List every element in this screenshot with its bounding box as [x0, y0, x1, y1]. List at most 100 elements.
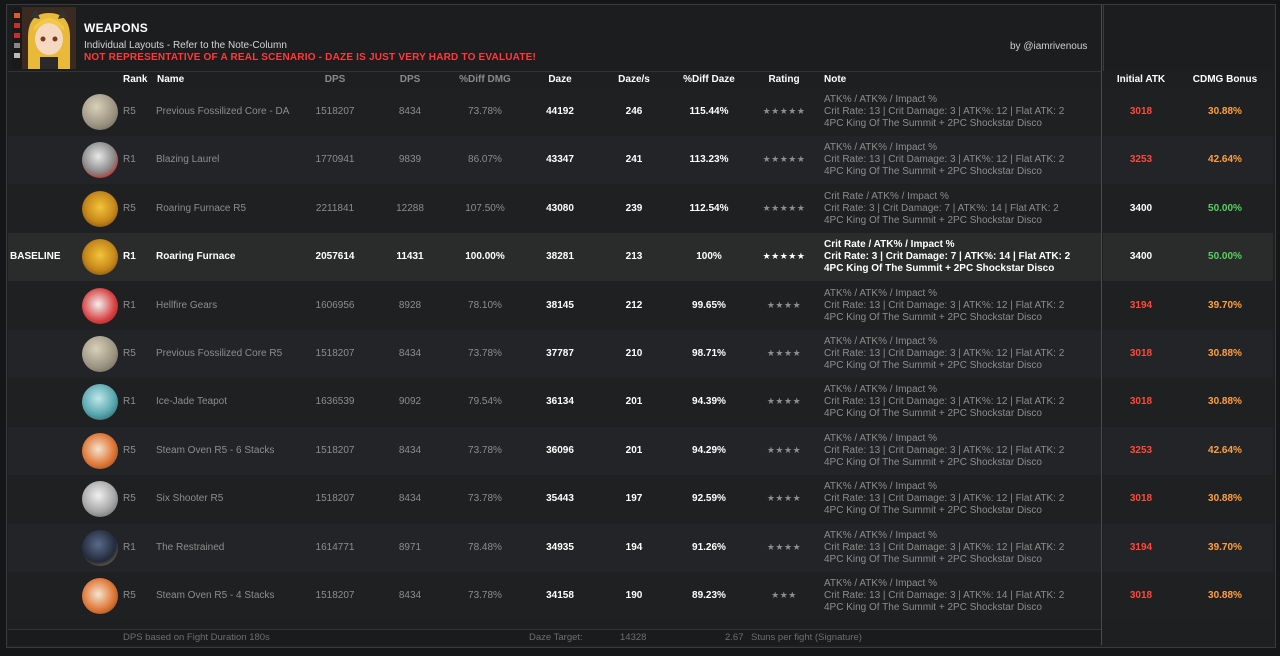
table-row[interactable]: R1 Hellfire Gears 1606956 8928 78.10% 38145 21…: [8, 282, 1101, 330]
cdmg-bonus-cell: 39.70%: [1208, 300, 1242, 311]
table-row[interactable]: R5 Previous Fossilized Core R5 1518207 8434…: [8, 330, 1101, 378]
weapon-name: The Restrained: [156, 542, 225, 553]
col-rating-header[interactable]: Rating: [768, 74, 800, 85]
table-row[interactable]: R5 Six Shooter R5 1518207 8434 73.78% 35443 19…: [8, 475, 1101, 523]
note-disc-set: 4PC King Of The Summit + 2PC Shockstar D…: [824, 360, 1042, 371]
rank-cell: R5: [123, 106, 136, 117]
stats-row: 3194 39.70%: [1103, 282, 1273, 330]
table-row[interactable]: R5 Roaring Furnace R5 2211841 12288 107.50% 4…: [8, 185, 1101, 233]
cdmg-bonus-cell: 30.88%: [1208, 348, 1242, 359]
cdmg-bonus-cell: 42.64%: [1208, 154, 1242, 165]
note-disc-set: 4PC King Of The Summit + 2PC Shockstar D…: [824, 166, 1042, 177]
rating-stars: ★★★: [771, 590, 797, 600]
col-initial-atk-header[interactable]: Initial ATK: [1116, 74, 1166, 85]
diff-daze-cell: 92.59%: [692, 493, 726, 504]
table-row[interactable]: BASELINE R1 Roaring Furnace 2057614 11431 100…: [8, 233, 1101, 281]
rank-cell: R5: [123, 348, 136, 359]
note-cell: ATK% / ATK% / Impact % Crit Rate: 13 | Cr…: [824, 578, 1064, 614]
note-main-stats: ATK% / ATK% / Impact %: [824, 288, 937, 299]
note-disc-set: 4PC King Of The Summit + 2PC Shockstar D…: [824, 602, 1042, 613]
col-daze-header[interactable]: Daze: [548, 74, 572, 85]
initial-atk-cell: 3018: [1129, 590, 1153, 601]
daze-per-second-cell: 201: [625, 445, 643, 456]
note-substats: Crit Rate: 13 | Crit Damage: 3 | ATK%: 1…: [824, 300, 1065, 311]
rank-cell: R1: [123, 542, 136, 553]
page-subtitle: Individual Layouts - Refer to the Note-C…: [84, 40, 287, 51]
daze-per-second-cell: 210: [625, 348, 643, 359]
stats-row: 3400 50.00%: [1103, 233, 1273, 281]
stats-row: 3194 39.70%: [1103, 524, 1273, 572]
col-diff-daze-header[interactable]: %Diff Daze: [683, 74, 735, 85]
note-main-stats: ATK% / ATK% / Impact %: [824, 384, 937, 395]
steam-oven-icon: [82, 578, 118, 614]
dps-per-second-cell: 11431: [396, 251, 424, 262]
note-disc-set: 4PC King Of The Summit + 2PC Shockstar D…: [824, 457, 1042, 468]
dps-cell: 1518207: [315, 445, 355, 456]
note-main-stats: ATK% / ATK% / Impact %: [824, 578, 937, 589]
dps-cell: 1770941: [315, 154, 355, 165]
stats-row: 3018 30.88%: [1103, 378, 1273, 426]
blazing-laurel-icon: [82, 142, 118, 178]
diff-dmg-cell: 78.10%: [468, 300, 502, 311]
note-disc-set: 4PC King Of The Summit + 2PC Shockstar D…: [824, 312, 1042, 323]
col-cdmg-bonus-header[interactable]: CDMG Bonus: [1192, 74, 1258, 85]
column-divider: [1101, 5, 1102, 645]
col-daze-per-second-header[interactable]: Daze/s: [618, 74, 650, 85]
diff-daze-cell: 89.23%: [692, 590, 726, 601]
rank-cell: R1: [123, 300, 136, 311]
table-row[interactable]: R5 Previous Fossilized Core - DA 1518207 84…: [8, 88, 1101, 136]
diff-daze-cell: 91.26%: [692, 542, 726, 553]
rating-stars: ★★★★★: [762, 106, 806, 116]
fossilized-core-icon: [82, 94, 118, 130]
fossilized-core-icon: [82, 336, 118, 372]
note-substats: Crit Rate: 13 | Crit Damage: 3 | ATK%: 1…: [824, 542, 1065, 553]
col-name-header[interactable]: Name: [157, 74, 185, 85]
col-rank-header[interactable]: Rank: [123, 74, 148, 85]
diff-dmg-cell: 78.48%: [468, 542, 502, 553]
cdmg-bonus-cell: 50.00%: [1208, 251, 1242, 262]
cdmg-bonus-cell: 30.88%: [1208, 590, 1242, 601]
daze-cell: 34158: [546, 590, 574, 601]
table-row[interactable]: R1 Blazing Laurel 1770941 9839 86.07% 43347 24…: [8, 136, 1101, 184]
rating-stars: ★★★★: [766, 396, 802, 406]
diff-daze-cell: 98.71%: [692, 348, 726, 359]
dps-cell: 1614771: [315, 542, 355, 553]
daze-per-second-cell: 201: [625, 396, 643, 407]
daze-per-second-cell: 212: [625, 300, 643, 311]
dps-per-second-cell: 8434: [398, 493, 422, 504]
table-row[interactable]: R1 The Restrained 1614771 8971 78.48% 34935 19…: [8, 524, 1101, 572]
six-shooter-icon: [82, 481, 118, 517]
col-dps-per-second-header[interactable]: DPS: [399, 74, 421, 85]
note-main-stats: ATK% / ATK% / Impact %: [824, 433, 937, 444]
diff-dmg-cell: 73.78%: [468, 445, 502, 456]
rating-stars: ★★★★: [766, 542, 802, 552]
dps-cell: 1636539: [315, 396, 355, 407]
stats-row: 3400 50.00%: [1103, 185, 1273, 233]
initial-atk-cell: 3253: [1129, 154, 1153, 165]
weapon-name: Hellfire Gears: [156, 300, 218, 311]
dps-per-second-cell: 8434: [398, 106, 422, 117]
diff-dmg-cell: 79.54%: [468, 396, 502, 407]
note-substats: Crit Rate: 13 | Crit Damage: 3 | ATK%: 1…: [824, 106, 1065, 117]
col-dps-header[interactable]: DPS: [324, 74, 346, 85]
note-disc-set: 4PC King Of The Summit + 2PC Shockstar D…: [824, 118, 1042, 129]
table-row[interactable]: R5 Steam Oven R5 - 6 Stacks 1518207 8434 73.…: [8, 427, 1101, 475]
cdmg-bonus-cell: 30.88%: [1208, 106, 1242, 117]
weapon-name: Previous Fossilized Core - DA: [156, 106, 290, 117]
col-note-header[interactable]: Note: [824, 74, 847, 85]
note-substats: Crit Rate: 13 | Crit Damage: 3 | ATK%: 1…: [824, 445, 1065, 456]
rank-cell: R5: [123, 203, 136, 214]
initial-atk-cell: 3400: [1129, 251, 1153, 262]
dps-per-second-cell: 9839: [398, 154, 422, 165]
weapon-name: Roaring Furnace: [156, 251, 236, 262]
stats-row: 3018 30.88%: [1103, 330, 1273, 378]
rank-cell: R1: [123, 396, 136, 407]
weapon-name: Steam Oven R5 - 4 Stacks: [156, 590, 275, 601]
table-row[interactable]: R5 Steam Oven R5 - 4 Stacks 1518207 8434 73.…: [8, 572, 1101, 620]
rank-cell: R5: [123, 493, 136, 504]
rating-stars: ★★★★★: [762, 154, 806, 164]
col-diff-dmg-header[interactable]: %Diff DMG: [459, 74, 511, 85]
table-row[interactable]: R1 Ice-Jade Teapot 1636539 9092 79.54% 36134 2…: [8, 378, 1101, 426]
stuns-label: Stuns per fight (Signature): [751, 632, 862, 643]
daze-cell: 36096: [546, 445, 574, 456]
